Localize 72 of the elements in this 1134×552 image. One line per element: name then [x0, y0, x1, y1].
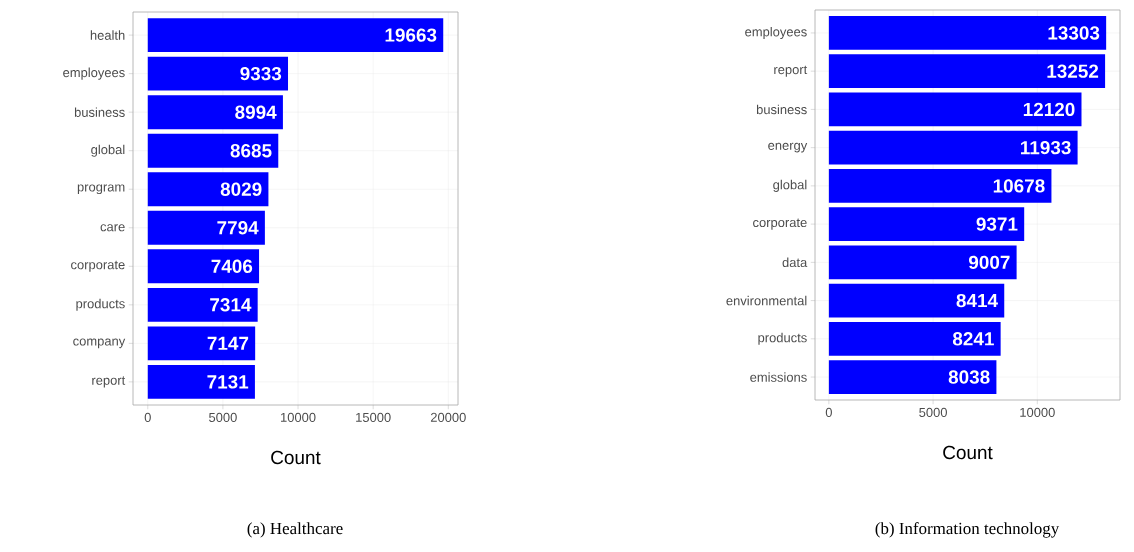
x-axis-title: Count	[271, 450, 321, 465]
text: (a) Healthcare	[247, 522, 343, 538]
y-tick-label: global	[91, 144, 125, 157]
y-tick-label: report	[92, 376, 126, 388]
bar	[828, 16, 1107, 50]
data-label: 8038	[948, 370, 990, 384]
data-label: 8241	[952, 332, 994, 346]
y-tick-label: health	[90, 30, 125, 40]
y-tick-label: business	[756, 104, 807, 115]
data-label: 9371	[976, 217, 1018, 231]
x-tick-label: 5000	[919, 407, 947, 417]
data-label: 13252	[1047, 64, 1099, 78]
bar	[147, 364, 255, 399]
bar	[147, 172, 269, 207]
data-label: 7794	[217, 221, 259, 235]
y-tick-label: products	[76, 298, 125, 311]
data-label: 10678	[993, 179, 1045, 193]
y-tick-label: program	[77, 184, 125, 195]
data-label: 8994	[235, 105, 277, 119]
bar	[147, 287, 258, 322]
data-label: 13303	[1048, 26, 1100, 40]
y-tick-label: energy	[768, 142, 808, 153]
data-label: 11933	[1020, 140, 1071, 155]
data-label: 12120	[1023, 102, 1075, 117]
x-tick-label: 5000	[209, 412, 237, 422]
y-tick-label: emissions	[750, 372, 807, 382]
bar	[828, 360, 997, 394]
x-axis-title: Count	[943, 445, 993, 460]
data-label: 8029	[220, 182, 262, 196]
y-tick-label: corporate	[753, 218, 807, 230]
y-tick-label: report	[774, 65, 808, 77]
y-tick-label: care	[100, 224, 125, 232]
y-tick-label: products	[758, 332, 807, 345]
bar	[147, 95, 283, 130]
bar	[828, 54, 1106, 88]
data-label: 7314	[210, 298, 252, 312]
data-label: 9333	[240, 66, 282, 81]
bar	[147, 249, 260, 284]
y-tick-label: global	[773, 179, 807, 192]
x-tick-label: 10000	[1020, 407, 1055, 417]
y-tick-label: employees	[63, 67, 125, 80]
y-tick-label: environmental	[726, 295, 807, 306]
bar	[147, 56, 289, 91]
data-label: 8414	[956, 293, 998, 308]
y-tick-label: business	[74, 107, 125, 117]
x-tick-label: 0	[825, 407, 832, 417]
data-label: 7147	[207, 336, 249, 350]
x-tick-label: 15000	[356, 412, 391, 422]
data-label: 9007	[968, 255, 1010, 270]
bar	[147, 210, 265, 245]
bar	[828, 130, 1078, 165]
bar	[828, 245, 1017, 280]
data-label: 7406	[211, 259, 253, 273]
data-label: 19663	[385, 28, 437, 42]
bar	[147, 18, 444, 53]
x-tick-label: 20000	[430, 412, 466, 422]
bar	[147, 133, 279, 168]
bar	[828, 92, 1082, 127]
data-label: 7131	[207, 375, 249, 389]
y-tick-label: employees	[745, 26, 807, 39]
data-label: 8685	[230, 144, 272, 158]
bar	[828, 169, 1052, 203]
x-tick-label: 0	[144, 412, 151, 422]
y-tick-label: data	[782, 257, 808, 268]
y-tick-label: corporate	[71, 260, 125, 272]
bar	[828, 322, 1001, 356]
x-tick-label: 10000	[281, 412, 316, 422]
bar	[828, 283, 1005, 318]
bar	[828, 207, 1025, 241]
y-tick-label: company	[73, 338, 126, 349]
bar	[147, 326, 256, 361]
text: (b) Information technology	[875, 522, 1060, 538]
